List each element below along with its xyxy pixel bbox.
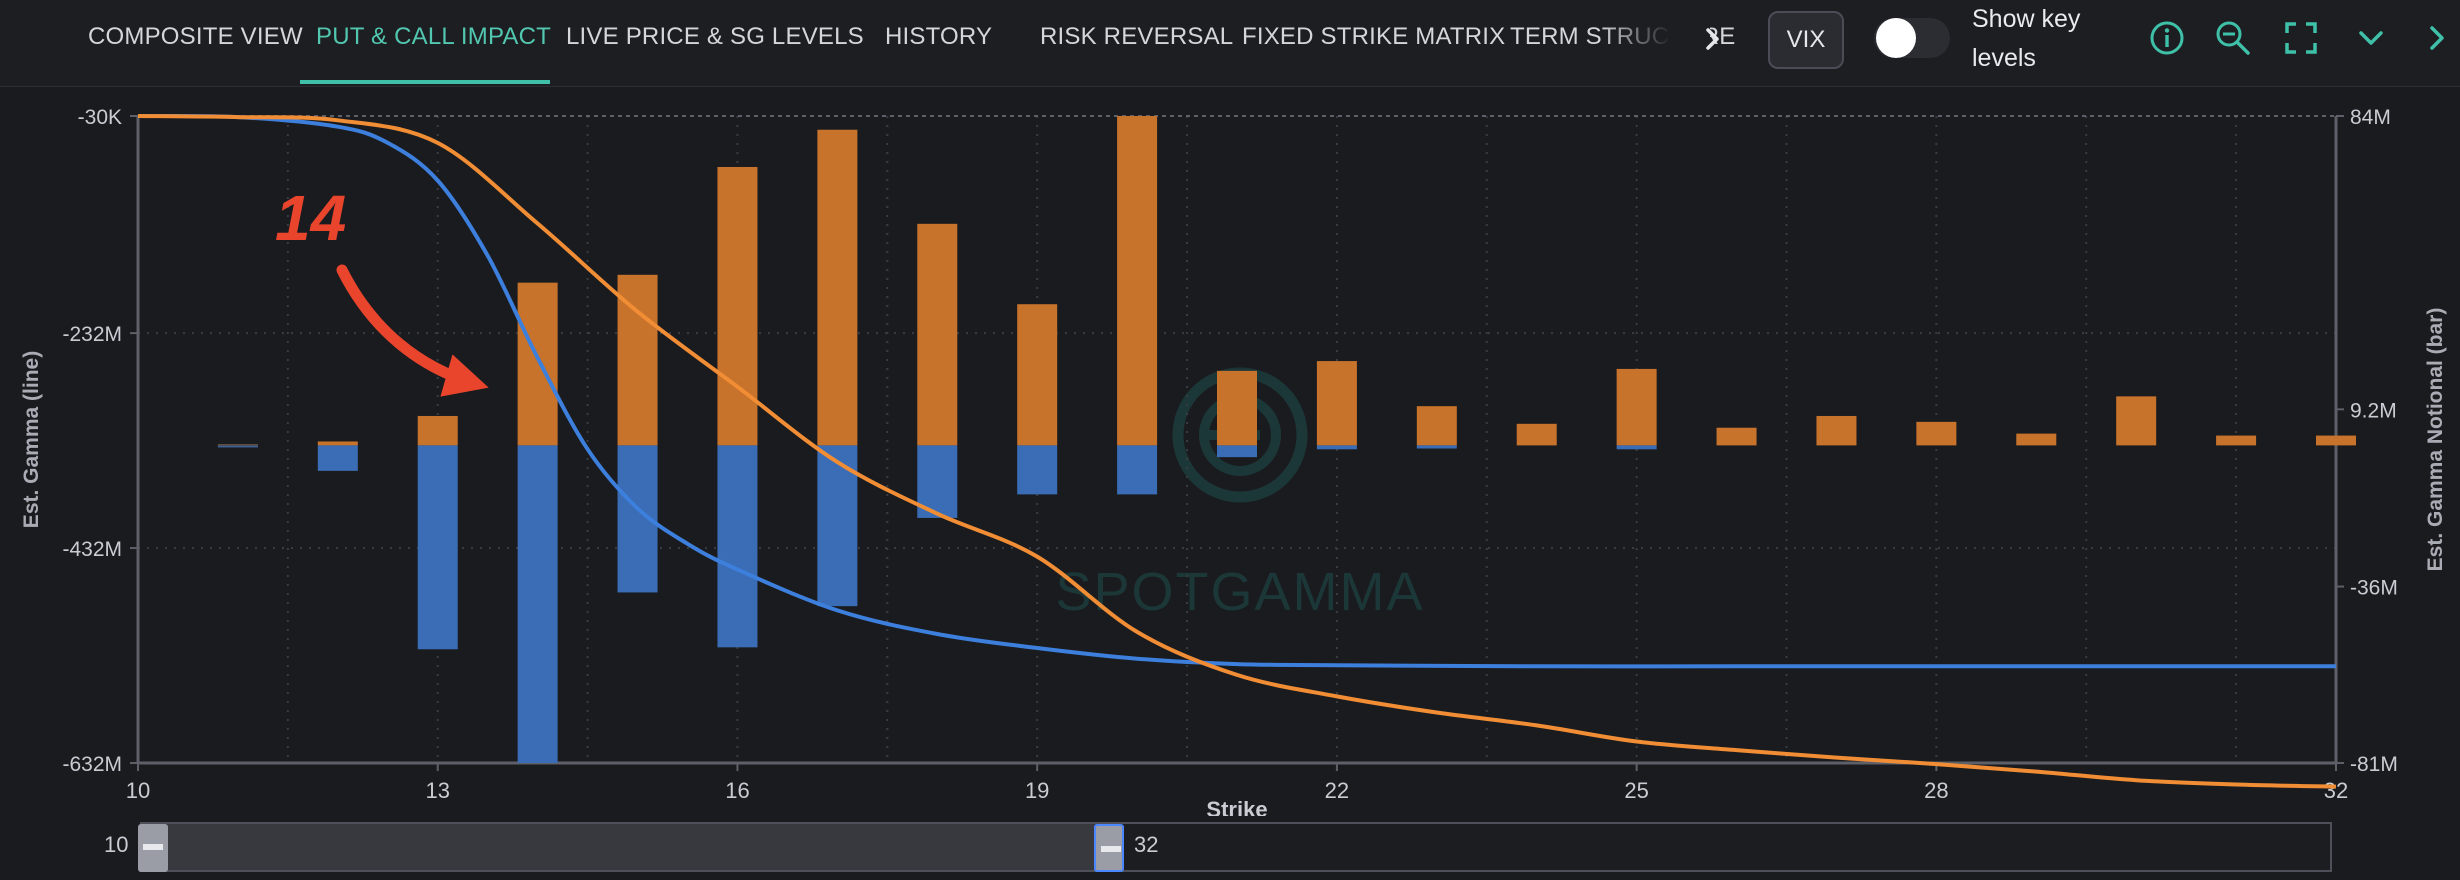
put-bar — [717, 445, 758, 648]
x-tick-label: 16 — [725, 778, 749, 803]
call-bar — [1916, 421, 1957, 446]
axes: 10 13 16 19 22 25 28 32 Strike -30K -232M -432M -632… — [20, 106, 2447, 816]
put-bar — [1017, 445, 1058, 495]
call-bar — [2216, 435, 2257, 446]
toggle-knob — [1876, 18, 1916, 58]
x-axis-title: Strike — [1206, 797, 1267, 816]
call-bar — [517, 282, 558, 446]
put-bar — [1217, 445, 1257, 458]
chevron-down-icon — [2359, 31, 2383, 45]
y-left-tick-label: -30K — [78, 106, 122, 129]
y-right-tick-label: 9.2M — [2350, 399, 2397, 422]
tab-bar — [0, 0, 2460, 87]
y-left-tick-label: -632M — [62, 753, 122, 776]
annotation: 14 — [275, 182, 489, 397]
scroll-max-label: 32 — [1134, 832, 1159, 857]
call-bar — [417, 415, 458, 446]
call-bar — [917, 223, 958, 446]
tab-risk-reversal[interactable]: RISK REVERSAL — [1040, 23, 1234, 50]
x-tick-label: 19 — [1025, 778, 1049, 803]
put-bar — [1117, 445, 1158, 495]
x-tick-label: 25 — [1624, 778, 1648, 803]
tab-history[interactable]: HISTORY — [885, 23, 993, 50]
range-selected-area[interactable] — [150, 824, 1110, 870]
call-bar — [817, 129, 858, 446]
orange-gamma-line — [137, 114, 2337, 789]
y-left-tick-label: -432M — [62, 538, 122, 561]
range-handle-right[interactable] — [1094, 824, 1124, 872]
next-tab-button[interactable] — [1690, 16, 1736, 62]
blue-gamma-line — [137, 113, 2336, 669]
scroll-min-label: 10 — [104, 832, 129, 857]
x-tick-label: 32 — [2324, 778, 2348, 803]
x-tick-label: 13 — [425, 778, 449, 803]
tab-overflow-fade — [1600, 6, 1710, 72]
call-bar — [2316, 435, 2356, 446]
put-bar — [1416, 445, 1457, 449]
y-right-tick-label: -81M — [2350, 753, 2398, 776]
tab-put-call-impact[interactable]: PUT & CALL IMPACT — [316, 23, 552, 50]
call-bar — [617, 274, 658, 446]
next-panel-button[interactable] — [2416, 15, 2456, 61]
call-bar — [717, 166, 758, 446]
call-bar — [2116, 396, 2157, 446]
zoom-button[interactable] — [2210, 15, 2256, 61]
call-bar — [317, 441, 358, 446]
active-tab-underline — [300, 80, 550, 84]
spotgamma-watermark: SPOTGAMMA — [1055, 367, 1424, 622]
fullscreen-button[interactable] — [2278, 15, 2324, 61]
tab-live-price-sg-levels[interactable]: LIVE PRICE & SG LEVELS — [566, 23, 864, 50]
tab-composite-view[interactable]: COMPOSITE VIEW — [88, 23, 303, 50]
call-bar — [1117, 116, 1158, 446]
call-bar — [1816, 415, 1857, 446]
put-bar — [1616, 445, 1657, 450]
call-bar — [1217, 370, 1257, 446]
y-right-title: Est. Gamma Notional (bar) — [2424, 308, 2447, 572]
put-bar — [1316, 445, 1357, 450]
chevron-right-icon — [2430, 26, 2444, 50]
show-key-levels-label: Show key levels — [1972, 5, 2081, 72]
bars — [217, 116, 2356, 763]
x-tick-label: 10 — [126, 778, 150, 803]
call-bar — [1716, 427, 1757, 446]
zoom-out-icon — [2216, 21, 2250, 55]
info-icon — [2150, 21, 2184, 55]
x-tick-label: 22 — [1325, 778, 1349, 803]
gamma-lines — [137, 113, 2337, 789]
x-tick-label: 28 — [1924, 778, 1948, 803]
info-button[interactable] — [2144, 15, 2190, 61]
tab-fixed-strike-matrix[interactable]: FIXED STRIKE MATRIX — [1242, 23, 1506, 50]
call-bar — [1616, 368, 1657, 446]
put-bar — [317, 445, 358, 471]
call-bar — [1017, 304, 1058, 446]
gamma-chart: SPOTGAMMA 10 13 16 19 22 25 28 32 Strike -30K -232… — [20, 106, 2447, 816]
put-bar — [517, 445, 558, 763]
put-bar — [417, 445, 458, 650]
call-bar — [1316, 361, 1357, 446]
call-bar — [1516, 423, 1557, 446]
fullscreen-icon — [2285, 22, 2317, 54]
vix-button[interactable]: VIX — [1768, 11, 1844, 69]
watermark-text: SPOTGAMMA — [1055, 562, 1424, 622]
expand-button[interactable] — [2348, 15, 2394, 61]
chevron-right-icon — [1706, 28, 1719, 50]
grid — [138, 116, 2336, 763]
y-left-tick-label: -232M — [62, 323, 122, 346]
y-left-title: Est. Gamma (line) — [20, 351, 43, 528]
annotation-arrow — [336, 264, 489, 397]
call-bar — [1416, 406, 1457, 446]
call-bar — [2016, 433, 2057, 446]
y-right-tick-label: 84M — [2350, 106, 2391, 129]
annotation-label: 14 — [275, 182, 346, 254]
y-right-tick-label: -36M — [2350, 577, 2398, 600]
range-handle-left[interactable] — [138, 824, 168, 872]
